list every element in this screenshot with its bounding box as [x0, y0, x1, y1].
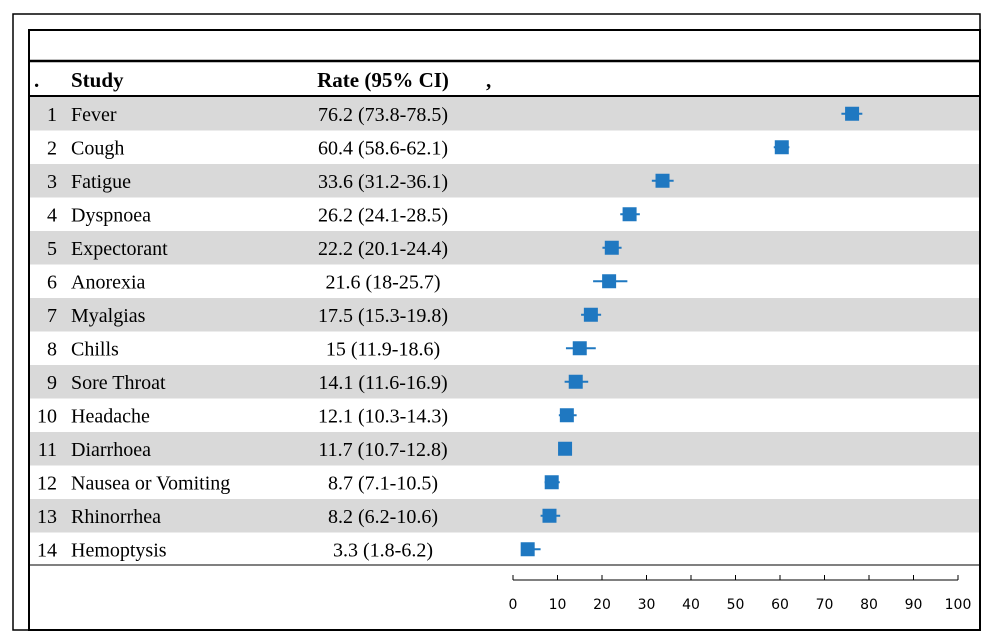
- row-stripe: [30, 164, 979, 198]
- row-index: 8: [47, 338, 57, 360]
- table-frame: [28, 29, 981, 631]
- row-rate: 14.1 (11.6-16.9): [318, 372, 447, 394]
- row-stripe: [30, 499, 979, 533]
- point-estimate-marker: [583, 307, 598, 322]
- x-tick-label: 50: [727, 597, 745, 613]
- row-index: 13: [37, 506, 57, 528]
- row-stripes: [30, 97, 979, 533]
- row-study: Fatigue: [71, 171, 131, 193]
- row-index: 1: [47, 104, 57, 126]
- x-tick-label: 70: [816, 597, 834, 613]
- row-index: 3: [47, 171, 57, 193]
- x-axis: 0 10 20 30 40 50 60 70 80 90 100: [509, 575, 972, 613]
- row-study: Hemoptysis: [71, 539, 167, 561]
- point-estimate-marker: [655, 173, 670, 188]
- row-rate: 26.2 (24.1-28.5): [318, 204, 448, 226]
- row-study: Diarrhoea: [71, 439, 151, 461]
- header-plot: ,: [486, 68, 491, 92]
- row-study: Expectorant: [71, 238, 168, 260]
- row-study: Sore Throat: [71, 372, 166, 394]
- point-estimate-marker: [520, 542, 535, 557]
- point-estimate-marker: [604, 240, 619, 255]
- row-index: 10: [37, 405, 57, 427]
- x-tick-label: 40: [682, 597, 700, 613]
- row-stripe: [30, 231, 979, 265]
- row-rate: 15 (11.9-18.6): [326, 338, 440, 360]
- row-index: 6: [47, 271, 57, 293]
- row-study: Myalgias: [71, 305, 146, 327]
- x-tick-label: 100: [945, 597, 972, 613]
- row-study: Nausea or Vomiting: [71, 472, 230, 494]
- row-index: 5: [47, 238, 57, 260]
- point-estimate-marker: [572, 341, 587, 356]
- point-estimate-marker: [542, 508, 557, 523]
- header-index: .: [34, 68, 39, 92]
- row-index: 14: [37, 539, 57, 561]
- row-index: 7: [47, 305, 57, 327]
- point-estimate-marker: [558, 441, 573, 456]
- point-estimate-marker: [544, 475, 559, 490]
- row-stripe: [30, 365, 979, 399]
- row-index: 11: [38, 439, 57, 461]
- row-rate: 33.6 (31.2-36.1): [318, 171, 448, 193]
- point-estimate-marker: [602, 274, 617, 289]
- point-estimate-marker: [845, 106, 860, 121]
- x-tick-label: 30: [638, 597, 656, 613]
- row-study: Chills: [71, 338, 119, 360]
- row-rate: 60.4 (58.6-62.1): [318, 137, 448, 159]
- row-stripe: [30, 432, 979, 466]
- table-rows: 1 Fever 76.2 (73.8-78.5) 2 Cough 60.4 (58.6-6…: [37, 104, 448, 562]
- point-estimate-marker: [622, 207, 637, 222]
- x-tick-label: 60: [771, 597, 789, 613]
- row-rate: 21.6 (18-25.7): [326, 271, 441, 293]
- row-rate: 8.7 (7.1-10.5): [328, 472, 438, 494]
- point-estimate-marker: [568, 374, 583, 389]
- row-study: Cough: [71, 137, 124, 159]
- row-study: Fever: [71, 104, 117, 126]
- row-index: 12: [37, 472, 57, 494]
- row-rate: 22.2 (20.1-24.4): [318, 238, 448, 260]
- x-tick-label: 80: [860, 597, 878, 613]
- row-study: Dyspnoea: [71, 204, 151, 226]
- row-index: 4: [47, 204, 57, 226]
- row-rate: 76.2 (73.8-78.5): [318, 104, 448, 126]
- row-study: Rhinorrhea: [71, 506, 161, 528]
- row-rate: 8.2 (6.2-10.6): [328, 506, 438, 528]
- row-stripe: [30, 298, 979, 332]
- row-index: 9: [47, 372, 57, 394]
- row-rate: 12.1 (10.3-14.3): [318, 405, 448, 427]
- header-study: Study: [71, 68, 124, 92]
- row-stripe: [30, 97, 979, 131]
- row-index: 2: [47, 137, 57, 159]
- row-study: Headache: [71, 405, 150, 427]
- row-rate: 17.5 (15.3-19.8): [318, 305, 448, 327]
- x-tick-label: 10: [549, 597, 567, 613]
- point-estimate-marker: [774, 140, 789, 155]
- point-estimate-marker: [559, 408, 574, 423]
- chart-marks: [520, 106, 863, 557]
- x-tick-label: 90: [905, 597, 923, 613]
- row-study: Anorexia: [71, 271, 146, 293]
- row-rate: 11.7 (10.7-12.8): [318, 439, 447, 461]
- header-rate: Rate (95% CI): [317, 68, 449, 92]
- row-rate: 3.3 (1.8-6.2): [333, 539, 433, 561]
- x-tick-label: 20: [593, 597, 611, 613]
- x-tick-label: 0: [509, 597, 518, 613]
